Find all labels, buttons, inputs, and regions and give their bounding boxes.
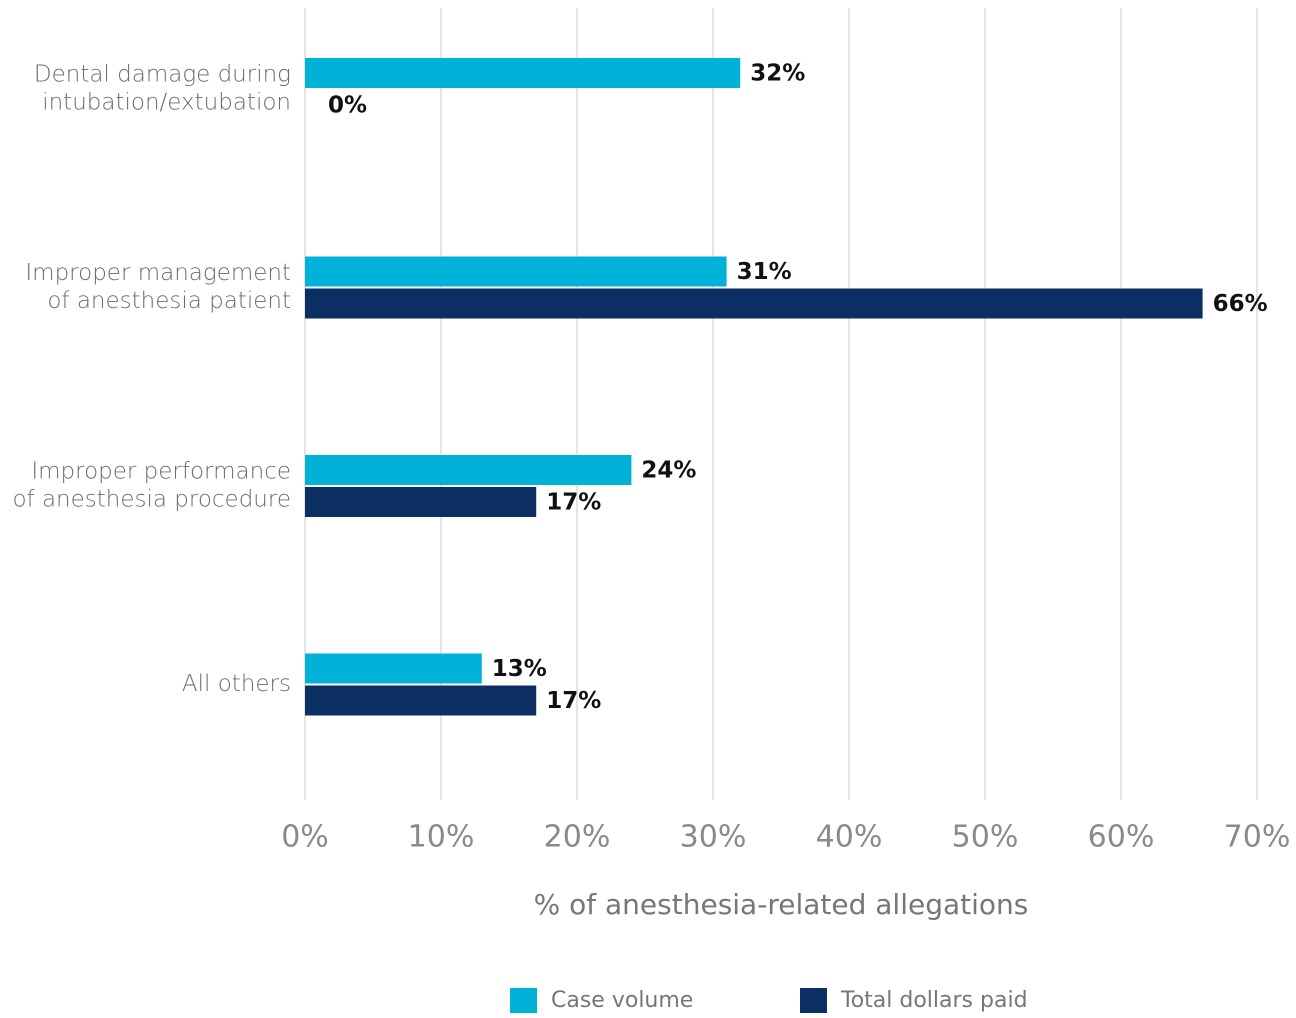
value-label: 66% (1213, 291, 1268, 317)
bar (305, 288, 1203, 319)
x-tick-label: 40% (816, 820, 883, 855)
value-label: 17% (546, 688, 601, 714)
category-label: Improper management (25, 260, 291, 286)
value-label: 13% (492, 656, 547, 682)
bar (305, 58, 741, 88)
x-tick-label: 0% (281, 820, 329, 855)
value-label: 0% (328, 93, 367, 119)
x-tick-label: 20% (544, 820, 611, 855)
x-tick-label: 30% (680, 820, 747, 855)
value-label: 24% (641, 458, 696, 484)
legend-swatch (510, 988, 537, 1013)
bar (305, 487, 537, 517)
x-tick-label: 10% (408, 820, 475, 855)
bar (305, 455, 632, 485)
value-label: 31% (737, 259, 792, 285)
x-tick-label: 70% (1224, 820, 1291, 855)
value-label: 32% (750, 61, 805, 87)
legend-label: Case volume (551, 988, 693, 1013)
bar (305, 256, 727, 287)
category-label: Dental damage during (34, 62, 291, 88)
category-label: intubation/extubation (42, 90, 291, 116)
value-label: 17% (546, 490, 601, 516)
category-label: of anesthesia patient (47, 288, 291, 314)
bar (305, 685, 537, 716)
category-label: All others (182, 671, 291, 697)
x-axis-title: % of anesthesia-related allegations (534, 888, 1029, 921)
legend-swatch (800, 988, 827, 1013)
legend-label: Total dollars paid (840, 988, 1028, 1013)
x-tick-label: 50% (952, 820, 1019, 855)
x-tick-label: 60% (1088, 820, 1155, 855)
category-label: of anesthesia procedure (12, 487, 291, 513)
category-label: Improper performance (31, 459, 291, 485)
bar (305, 653, 482, 684)
